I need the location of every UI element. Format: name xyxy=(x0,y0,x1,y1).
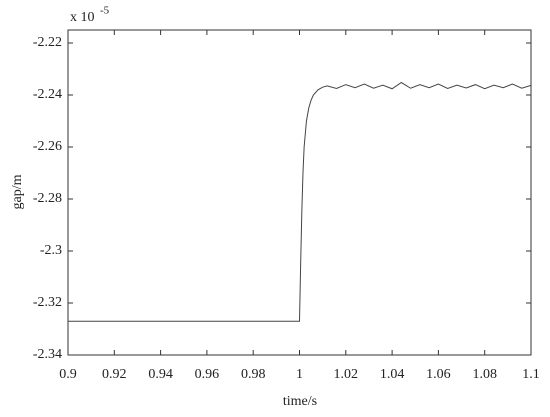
x-tick-label: 1.08 xyxy=(472,367,497,382)
y-tick-label: -2.24 xyxy=(33,87,62,102)
data-line xyxy=(68,81,532,322)
y-multiplier-exponent: -5 xyxy=(100,5,110,17)
x-tick-label: 0.98 xyxy=(241,367,266,382)
x-tick-label: 1.1 xyxy=(522,367,540,382)
y-multiplier: x 10 xyxy=(70,10,95,25)
x-tick-label: 1.06 xyxy=(426,367,451,382)
y-tick-label: -2.26 xyxy=(33,139,62,154)
y-tick-label: -2.34 xyxy=(33,347,62,362)
y-tick-label: -2.22 xyxy=(33,35,62,50)
x-tick-label: 1.02 xyxy=(334,367,359,382)
y-axis-label: gap/m xyxy=(10,174,25,209)
x-tick-label: 1.04 xyxy=(380,367,405,382)
y-tick-label: -2.3 xyxy=(40,243,62,258)
x-tick-label: 0.94 xyxy=(148,367,173,382)
x-tick-label: 0.96 xyxy=(195,367,220,382)
y-tick-label: -2.28 xyxy=(33,191,62,206)
x-tick-label: 0.92 xyxy=(102,367,127,382)
x-tick-label: 1 xyxy=(296,367,303,382)
x-axis-label: time/s xyxy=(283,394,317,409)
y-tick-label: -2.32 xyxy=(33,295,62,310)
x-tick-label: 0.9 xyxy=(59,367,77,382)
